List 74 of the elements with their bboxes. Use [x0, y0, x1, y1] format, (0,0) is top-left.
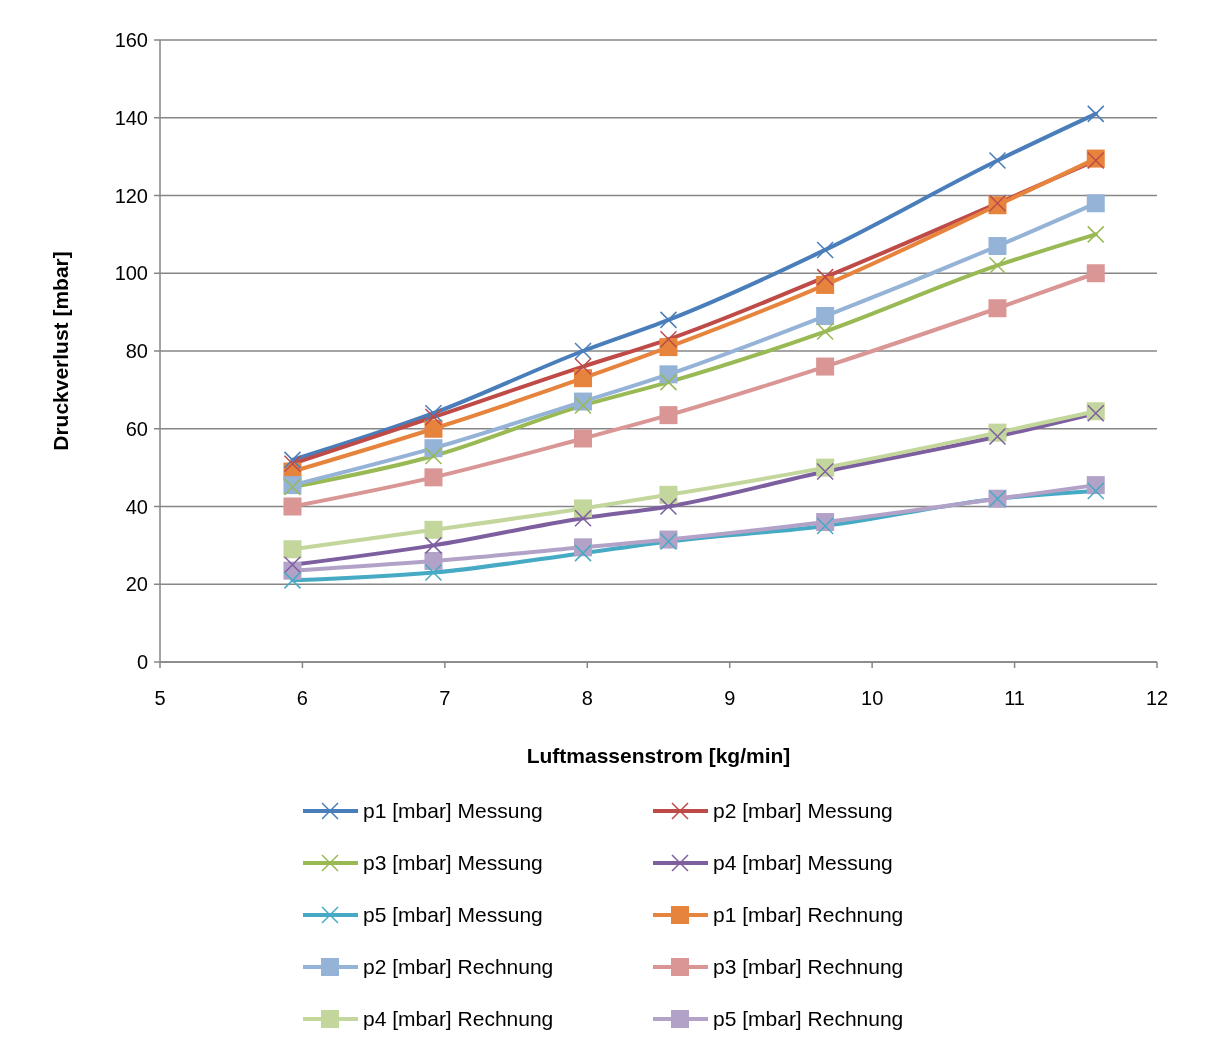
point — [424, 536, 443, 555]
point — [816, 462, 834, 481]
point — [424, 447, 443, 465]
legend-label: p2 [mbar] Messung — [713, 799, 893, 823]
point — [424, 551, 443, 570]
x-tick-label: 12 — [1145, 687, 1169, 709]
point — [574, 429, 593, 448]
point — [574, 396, 592, 415]
point — [816, 241, 834, 259]
point — [659, 497, 678, 516]
y-tick-label: 140 — [114, 106, 148, 129]
legend-label: p4 [mbar] Rechnung — [363, 1007, 554, 1031]
legend-label: p1 [mbar] Rechnung — [713, 903, 904, 927]
point — [424, 404, 443, 422]
point — [424, 419, 443, 438]
point — [574, 499, 593, 518]
y-tick-label: 120 — [114, 184, 148, 207]
point — [659, 373, 678, 391]
y-tick-label: 20 — [125, 573, 148, 596]
point — [283, 497, 302, 516]
point — [574, 357, 592, 376]
legend-label: p5 [mbar] Messung — [363, 903, 543, 927]
y-axis-title: Druckverlust [mbar] — [49, 251, 72, 451]
legend-label: p5 [mbar] Rechnung — [713, 1007, 904, 1031]
point — [574, 342, 592, 360]
y-tick-label: 100 — [114, 262, 148, 285]
point — [659, 330, 678, 349]
y-tick-label: 60 — [125, 417, 148, 440]
legend-label: p2 [mbar] Rechnung — [363, 955, 554, 979]
point — [988, 299, 1007, 318]
legend-label: p1 [mbar] Messung — [363, 799, 543, 823]
point — [1086, 264, 1105, 283]
point — [424, 520, 443, 539]
y-tick-label: 160 — [114, 29, 148, 51]
legend-label: p4 [mbar] Messung — [713, 851, 893, 875]
point — [659, 311, 678, 329]
point — [1086, 194, 1105, 213]
point — [816, 268, 834, 286]
point — [283, 454, 302, 473]
point — [1087, 105, 1105, 123]
x-tick-label: 6 — [296, 687, 308, 709]
point — [1087, 225, 1105, 244]
point — [816, 517, 834, 535]
point — [816, 357, 835, 376]
y-tick-label: 40 — [125, 495, 148, 518]
x-tick-label: 8 — [581, 687, 593, 709]
legend-label: p3 [mbar] Rechnung — [713, 955, 904, 979]
x-tick-label: 11 — [1004, 687, 1025, 709]
point — [574, 369, 593, 388]
point — [988, 256, 1007, 275]
point — [574, 509, 592, 527]
x-tick-label: 7 — [439, 687, 451, 709]
x-tick-label: 5 — [154, 687, 166, 709]
point — [424, 408, 443, 426]
point — [424, 563, 443, 582]
point — [424, 468, 443, 487]
legend-label: p3 [mbar] Messung — [363, 851, 543, 875]
point — [988, 237, 1007, 256]
point — [283, 571, 302, 590]
x-tick-label: 10 — [861, 687, 884, 709]
point — [659, 406, 678, 425]
point — [1087, 482, 1105, 500]
point — [283, 556, 302, 574]
x-tick-label: 9 — [724, 687, 736, 709]
point — [816, 322, 834, 341]
y-tick-label: 0 — [136, 651, 148, 673]
point — [574, 544, 592, 562]
point — [283, 451, 302, 469]
point — [816, 307, 835, 326]
point — [283, 540, 302, 559]
y-tick-label: 80 — [125, 340, 148, 362]
x-axis-title: Luftmassenstrom [kg/min] — [526, 744, 791, 767]
point — [988, 151, 1007, 170]
point — [988, 427, 1007, 446]
